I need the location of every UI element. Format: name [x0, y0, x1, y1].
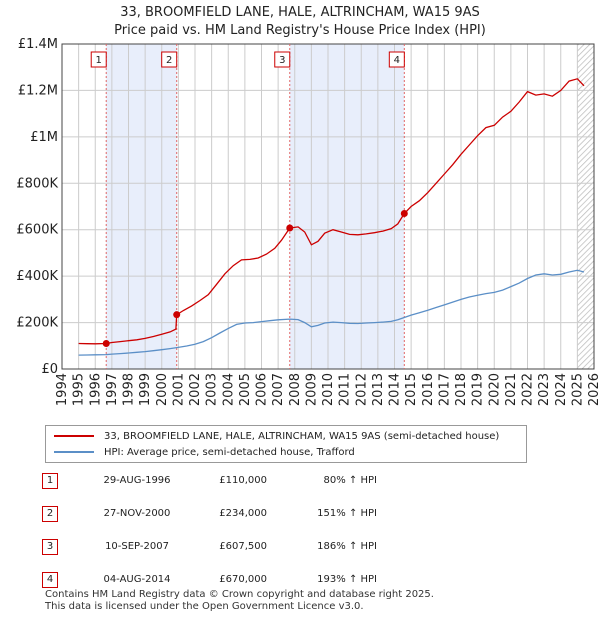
x-tick-label: 2018 — [454, 373, 469, 406]
x-tick-label: 2000 — [155, 373, 170, 406]
sale-marker-box — [274, 51, 291, 68]
x-tick-label: 2026 — [587, 373, 600, 406]
sale-point — [102, 339, 110, 347]
sale-date: 29-AUG-1996 — [103, 475, 171, 486]
sale-row: 1 29-AUG-1996 £110,000 80% ↑ HPI — [42, 473, 562, 491]
x-tick-label: 2008 — [288, 373, 303, 406]
x-tick-label: 2024 — [554, 373, 569, 406]
sale-hpi-change: 151% ↑ HPI — [317, 508, 377, 519]
legend-swatch-hpi — [54, 451, 94, 453]
footer-copyright: Contains HM Land Registry data © Crown c… — [45, 589, 434, 600]
sale-point — [400, 209, 408, 217]
chart-title-address: 33, BROOMFIELD LANE, HALE, ALTRINCHAM, W… — [120, 5, 480, 20]
legend-label-hpi: HPI: Average price, semi-detached house,… — [104, 446, 355, 458]
y-tick-label: £1.4M — [18, 37, 58, 52]
legend-item-property: 33, BROOMFIELD LANE, HALE, ALTRINCHAM, W… — [54, 428, 499, 444]
sale-marker-box — [388, 51, 405, 68]
legend-swatch-property — [54, 435, 94, 437]
sale-price: £670,000 — [219, 574, 267, 585]
y-tick-label: £1M — [30, 130, 58, 145]
x-tick-label: 2004 — [221, 373, 236, 406]
x-tick-label: 1997 — [105, 373, 120, 406]
sale-number-badge: 1 — [42, 473, 58, 489]
sale-row: 4 04-AUG-2014 £670,000 193% ↑ HPI — [42, 572, 562, 590]
chart-title-subtitle: Price paid vs. HM Land Registry's House … — [114, 23, 486, 38]
x-tick-label: 2003 — [205, 373, 220, 406]
sale-date: 04-AUG-2014 — [103, 574, 171, 585]
footer-licence: This data is licensed under the Open Gov… — [45, 601, 364, 612]
sale-price: £607,500 — [219, 541, 267, 552]
shaded-span — [106, 44, 177, 369]
legend: 33, BROOMFIELD LANE, HALE, ALTRINCHAM, W… — [45, 425, 527, 463]
sale-marker-number: 4 — [394, 55, 400, 66]
sale-marker-number: 1 — [96, 55, 102, 66]
x-tick-label: 2009 — [304, 373, 319, 406]
sale-marker-number: 3 — [279, 55, 285, 66]
sale-hpi-change: 80% ↑ HPI — [323, 475, 377, 486]
chart-title: 33, BROOMFIELD LANE, HALE, ALTRINCHAM, W… — [0, 4, 600, 40]
sale-hpi-change: 193% ↑ HPI — [317, 574, 377, 585]
sale-date: 10-SEP-2007 — [105, 541, 169, 552]
y-tick-label: £600K — [16, 223, 58, 238]
sale-price: £234,000 — [219, 508, 267, 519]
y-tick-label: £800K — [16, 176, 58, 191]
y-tick-label: £200K — [16, 316, 58, 331]
x-tick-label: 1995 — [72, 373, 87, 406]
y-tick-label: £400K — [16, 269, 58, 284]
x-tick-label: 2013 — [371, 373, 386, 406]
x-tick-label: 2002 — [188, 373, 203, 406]
sale-number-badge: 2 — [42, 506, 58, 522]
x-tick-label: 2015 — [404, 373, 419, 406]
sale-number-badge: 3 — [42, 539, 58, 555]
sale-marker-box — [90, 51, 107, 68]
sale-point — [286, 224, 294, 232]
sale-price: £110,000 — [219, 475, 267, 486]
sale-point — [173, 311, 181, 319]
hatched-region — [577, 44, 594, 369]
footer: Contains HM Land Registry data © Crown c… — [45, 589, 434, 613]
x-tick-label: 2016 — [421, 373, 436, 406]
sale-number-badge: 4 — [42, 572, 58, 588]
x-tick-label: 2014 — [388, 373, 403, 406]
x-tick-label: 2001 — [171, 373, 186, 406]
x-tick-label: 1994 — [55, 373, 70, 406]
x-tick-label: 2010 — [321, 373, 336, 406]
x-tick-label: 2011 — [338, 373, 353, 406]
x-tick-label: 2023 — [537, 373, 552, 406]
x-tick-label: 2006 — [255, 373, 270, 406]
x-tick-label: 2021 — [504, 373, 519, 406]
sale-row: 3 10-SEP-2007 £607,500 186% ↑ HPI — [42, 539, 562, 557]
sale-date: 27-NOV-2000 — [103, 508, 171, 519]
sale-row: 2 27-NOV-2000 £234,000 151% ↑ HPI — [42, 506, 562, 524]
shaded-span — [289, 44, 405, 369]
x-tick-label: 1999 — [138, 373, 153, 406]
y-tick-label: £1.2M — [18, 83, 58, 98]
property-series-line — [78, 78, 585, 345]
x-tick-label: 2017 — [437, 373, 452, 406]
x-tick-label: 1998 — [122, 373, 137, 406]
x-tick-label: 2007 — [271, 373, 286, 406]
x-tick-label: 2019 — [471, 373, 486, 406]
x-tick-label: 2020 — [487, 373, 502, 406]
x-tick-label: 1996 — [88, 373, 103, 406]
plot-frame — [61, 43, 595, 370]
x-tick-label: 2012 — [354, 373, 369, 406]
legend-item-hpi: HPI: Average price, semi-detached house,… — [54, 444, 355, 460]
y-tick-label: £0 — [41, 362, 58, 377]
x-tick-label: 2005 — [238, 373, 253, 406]
sale-marker-box — [161, 51, 178, 68]
sale-hpi-change: 186% ↑ HPI — [317, 541, 377, 552]
x-tick-label: 2022 — [521, 373, 536, 406]
sale-marker-number: 2 — [166, 55, 172, 66]
x-tick-label: 2025 — [570, 373, 585, 406]
hpi-series-line — [78, 269, 585, 356]
legend-label-property: 33, BROOMFIELD LANE, HALE, ALTRINCHAM, W… — [104, 430, 500, 442]
